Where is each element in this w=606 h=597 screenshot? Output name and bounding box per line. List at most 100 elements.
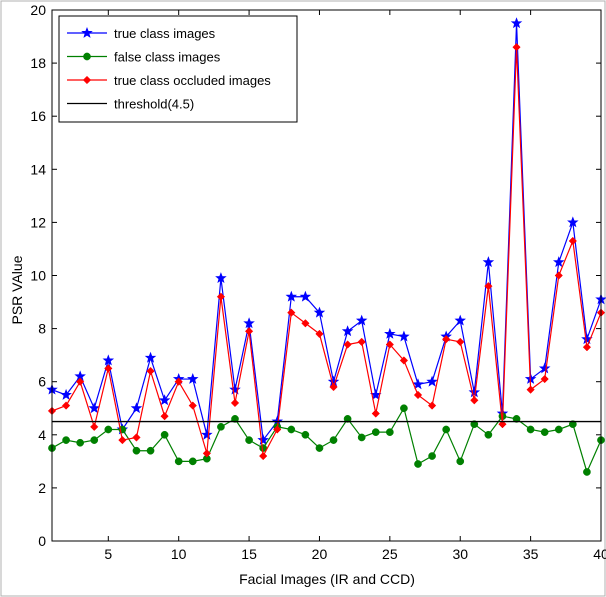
true-class-occluded-images-point: [118, 435, 127, 445]
true-class-images-point: [102, 354, 115, 366]
false-class-images-point: [371, 428, 380, 436]
false-class-images-point: [146, 446, 155, 455]
true-class-occluded-images-point: [174, 377, 183, 386]
true-class-occluded-images-point: [526, 385, 535, 394]
true-class-images-point: [144, 351, 157, 363]
legend-label: threshold(4.5): [114, 97, 194, 112]
y-tick-label: 12: [30, 214, 46, 230]
y-tick-label: 10: [30, 268, 46, 284]
true-class-images-point: [426, 375, 438, 387]
true-class-occluded-images-point: [399, 356, 409, 365]
false-class-images-point: [400, 404, 408, 413]
false-class-images-point: [217, 422, 225, 431]
true-class-occluded-images-point: [512, 43, 521, 52]
legend-box: [58, 15, 298, 123]
y-tick-label: 18: [30, 55, 46, 71]
true-class-occluded-images-point: [427, 401, 437, 410]
true-class-occluded-images-point: [216, 292, 226, 301]
false-class-images-point: [414, 460, 422, 468]
true-class-images-point: [313, 306, 326, 318]
series-false-class-images: [48, 404, 605, 476]
true-class-occluded-images-point: [230, 398, 240, 408]
true-class-images-point: [553, 256, 565, 268]
true-class-occluded-images-point: [329, 382, 338, 392]
x-tick-label: 20: [312, 546, 328, 562]
false-class-images-point: [470, 420, 479, 429]
true-class-occluded-images-point: [132, 433, 141, 442]
true-class-occluded-images-point: [244, 327, 254, 336]
false-class-images-point: [188, 457, 197, 466]
true-class-occluded-images-point: [371, 409, 380, 418]
false-class-images-point: [231, 415, 239, 423]
false-class-images-point: [62, 436, 70, 444]
true-class-images-point: [215, 272, 227, 284]
false-class-images-point: [583, 468, 591, 476]
x-tick-label: 40: [593, 546, 606, 562]
true-class-occluded-images-point: [540, 374, 549, 384]
true-class-occluded-images-point: [76, 377, 85, 386]
true-class-images-point: [60, 388, 72, 400]
legend-label: true class images: [114, 26, 216, 41]
true-class-occluded-images-point: [61, 401, 71, 410]
true-class-occluded-images-point: [385, 340, 394, 349]
legend-label: true class occluded images: [114, 73, 271, 88]
false-class-images-point: [456, 457, 465, 466]
true-class-occluded-images-point: [301, 319, 310, 328]
series-true-class-occluded-images: [47, 43, 606, 461]
true-class-occluded-images-point: [554, 271, 563, 280]
true-class-images-line: [51, 23, 602, 442]
true-class-images-point: [88, 402, 100, 414]
true-class-occluded-images-point: [90, 422, 99, 431]
true-class-images-point: [299, 290, 312, 302]
true-class-occluded-images-point: [582, 343, 592, 352]
true-class-images-point: [130, 402, 143, 414]
x-axis-label: Facial Images (IR and CCD): [239, 571, 415, 587]
true-class-images-point: [468, 386, 481, 398]
false-class-images-point: [104, 425, 113, 434]
legend-swatch-marker: [83, 52, 91, 61]
false-class-images-point: [385, 428, 394, 436]
true-class-occluded-images-line: [51, 47, 602, 459]
true-class-images-point: [201, 428, 213, 440]
false-class-images-point: [540, 428, 549, 436]
axes-layer: 5 10 15 20 25 30 35 40 0 2 4 6 8 10 12 14 16 18 20: [30, 2, 606, 562]
false-class-images-point: [160, 430, 169, 439]
x-tick-label: 10: [171, 546, 187, 562]
y-tick-label: 14: [30, 161, 46, 177]
true-class-images-point: [285, 290, 298, 302]
false-class-images-point: [442, 425, 451, 434]
true-class-occluded-images-point: [456, 337, 465, 347]
y-tick-label: 6: [38, 374, 46, 390]
false-class-images-point: [132, 446, 141, 455]
false-class-images-line: [51, 406, 602, 474]
legend: true class images false class images true …: [58, 15, 298, 123]
true-class-occluded-images-point: [413, 390, 423, 400]
true-class-images-point: [412, 378, 424, 390]
true-class-occluded-images-point: [160, 412, 169, 421]
true-class-occluded-images-point: [146, 366, 155, 376]
false-class-images-point: [568, 420, 577, 429]
false-class-images-point: [90, 436, 99, 444]
true-class-images-point: [158, 394, 171, 406]
series-layer: [46, 17, 606, 476]
series-true-class-images: [46, 17, 606, 446]
true-class-images-point: [355, 314, 368, 326]
x-tick-label: 5: [104, 546, 112, 562]
true-class-occluded-images-point: [484, 281, 493, 291]
y-tick-label: 16: [30, 108, 46, 124]
true-class-occluded-images-point: [568, 236, 577, 246]
legend-swatch-marker: [82, 75, 92, 85]
true-class-occluded-images-point: [104, 364, 113, 373]
y-tick-label: 4: [38, 427, 46, 443]
y-tick-label: 8: [38, 321, 46, 337]
true-class-occluded-images-point: [202, 449, 211, 458]
true-class-images-point: [384, 327, 396, 339]
true-class-images-point: [398, 330, 410, 342]
y-tick-label: 0: [38, 533, 46, 549]
true-class-images-point: [538, 362, 551, 374]
true-class-occluded-images-point: [357, 337, 366, 347]
true-class-occluded-images-point: [259, 451, 268, 461]
y-tick-label: 2: [38, 480, 46, 496]
true-class-occluded-images-point: [273, 425, 282, 434]
